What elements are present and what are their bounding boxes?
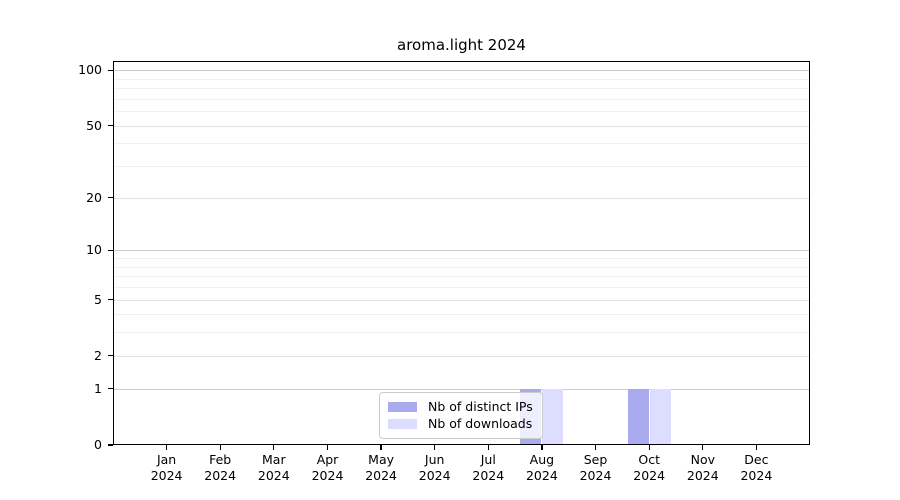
y-axis-tick-2: [108, 355, 113, 357]
x-axis-tick-label-3: Apr 2024: [311, 452, 344, 483]
y-axis-tick-label-20: 20: [86, 189, 102, 205]
gridline-y-80: [113, 88, 810, 90]
x-axis-tick-2: [273, 445, 275, 450]
gridline-y-9: [113, 258, 810, 259]
gridline-y-30: [113, 166, 810, 168]
x-axis-tick-label-10: Nov 2024: [686, 452, 719, 483]
gridline-y-50: [113, 125, 810, 127]
y-axis-tick-label-5: 5: [94, 291, 102, 307]
legend-swatch-downloads: [388, 419, 417, 429]
x-axis-tick-label-8: Sep 2024: [579, 452, 612, 483]
x-axis-tick-0: [165, 445, 168, 450]
gridline-y-4: [113, 314, 810, 316]
legend: Nb of distinct IPs Nb of downloads: [379, 392, 543, 439]
y-axis-tick-50: [108, 125, 113, 127]
legend-label-distinct-ips: Nb of distinct IPs: [428, 399, 533, 414]
gridline-y-7: [113, 276, 810, 278]
y-axis-tick-label-0: 0: [94, 437, 102, 452]
legend-label-downloads: Nb of downloads: [428, 416, 533, 431]
y-axis-tick-label-10: 10: [86, 242, 102, 258]
x-axis-tick-4: [380, 445, 382, 450]
gridline-y-100: [113, 70, 810, 72]
gridline-y-6: [113, 287, 810, 288]
x-axis-tick-11: [755, 445, 758, 450]
gridline-y-90: [113, 78, 810, 80]
y-axis-tick-0: [108, 444, 113, 446]
x-axis-tick-label-4: May 2024: [365, 452, 397, 483]
y-axis-tick-label-50: 50: [86, 117, 102, 133]
x-axis-tick-9: [648, 445, 650, 450]
gridline-y-10: [113, 250, 810, 252]
legend-swatch-distinct-ips: [388, 402, 417, 412]
bar-downloads-7: [542, 388, 564, 445]
plot-frame: [113, 61, 810, 445]
x-axis-tick-8: [594, 445, 597, 450]
x-axis-tick-6: [487, 445, 489, 450]
y-axis-tick-1: [108, 388, 113, 390]
x-axis-tick-label-7: Aug 2024: [525, 452, 558, 483]
x-axis-tick-1: [219, 445, 221, 450]
x-axis-tick-label-0: Jan 2024: [150, 452, 183, 483]
y-axis-tick-10: [108, 249, 113, 251]
y-axis-tick-20: [108, 197, 113, 199]
y-axis-tick-100: [108, 69, 113, 71]
x-axis-tick-label-9: Oct 2024: [633, 452, 666, 483]
x-axis-tick-5: [434, 445, 436, 450]
chart-title: aroma.light 2024: [397, 36, 526, 54]
x-axis-tick-label-1: Feb 2024: [204, 452, 237, 483]
gridline-y-3: [113, 332, 810, 334]
x-axis-tick-3: [326, 445, 329, 450]
y-axis-tick-label-1: 1: [94, 380, 102, 396]
gridline-y-20: [113, 197, 810, 199]
x-axis-tick-7: [541, 445, 543, 450]
x-axis-tick-label-5: Jun 2024: [418, 452, 451, 483]
gridline-y-2: [113, 355, 810, 357]
bar-downloads-9: [649, 388, 671, 445]
y-axis-tick-label-2: 2: [94, 347, 102, 363]
gridline-y-70: [113, 98, 810, 100]
gridline-y-8: [113, 266, 810, 268]
gridline-y-60: [113, 111, 810, 113]
x-axis-tick-10: [702, 445, 704, 450]
y-axis-tick-label-100: 100: [78, 62, 102, 78]
bar-distinct-ips-9: [627, 388, 649, 445]
gridline-y-1: [113, 388, 810, 390]
gridline-y-40: [113, 143, 810, 145]
x-axis-tick-label-11: Dec 2024: [740, 452, 773, 483]
x-axis-tick-label-6: Jul 2024: [472, 452, 505, 483]
legend-item-downloads: Nb of downloads: [388, 416, 533, 432]
y-axis-tick-5: [108, 298, 113, 301]
legend-item-distinct-ips: Nb of distinct IPs: [388, 399, 533, 415]
plot-area: Nb of distinct IPs Nb of downloads: [113, 61, 810, 445]
gridline-y-5: [113, 299, 810, 301]
x-axis-tick-label-2: Mar 2024: [257, 452, 290, 483]
